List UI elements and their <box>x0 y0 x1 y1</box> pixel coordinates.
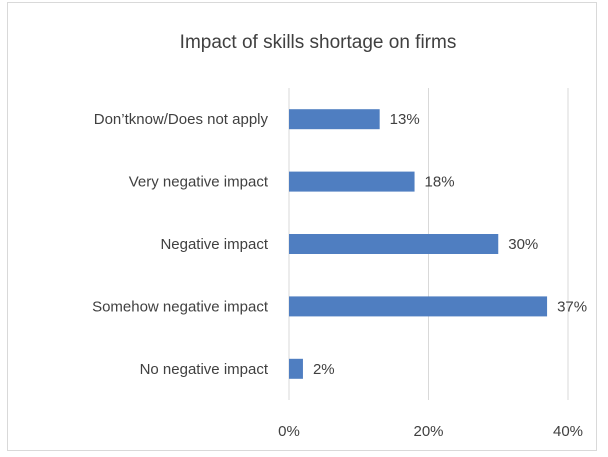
bar <box>289 296 548 317</box>
x-axis-ticks: 0% 20% 40% <box>278 423 583 440</box>
bar <box>289 234 499 254</box>
data-label: 18% <box>425 174 455 191</box>
category-label: Somehow negative impact <box>92 298 269 315</box>
category-labels: Don’tknow/Does not apply Very negative im… <box>92 111 269 378</box>
data-label: 2% <box>313 361 335 378</box>
category-label: Don’tknow/Does not apply <box>94 111 269 128</box>
category-label: Negative impact <box>160 236 268 253</box>
bar <box>289 358 303 379</box>
data-labels: 13% 18% 30% 37% 2% <box>313 111 587 378</box>
bar <box>289 171 415 192</box>
x-tick-label: 20% <box>413 423 443 440</box>
data-label: 13% <box>390 111 420 128</box>
bars <box>289 109 548 379</box>
x-tick-label: 0% <box>278 423 300 440</box>
x-tick-label: 40% <box>553 423 583 440</box>
data-label: 30% <box>508 236 538 253</box>
category-label: No negative impact <box>140 361 269 378</box>
chart-title: Impact of skills shortage on firms <box>180 32 457 53</box>
data-label: 37% <box>557 298 587 315</box>
category-label: Very negative impact <box>129 174 269 191</box>
bar <box>289 109 380 130</box>
